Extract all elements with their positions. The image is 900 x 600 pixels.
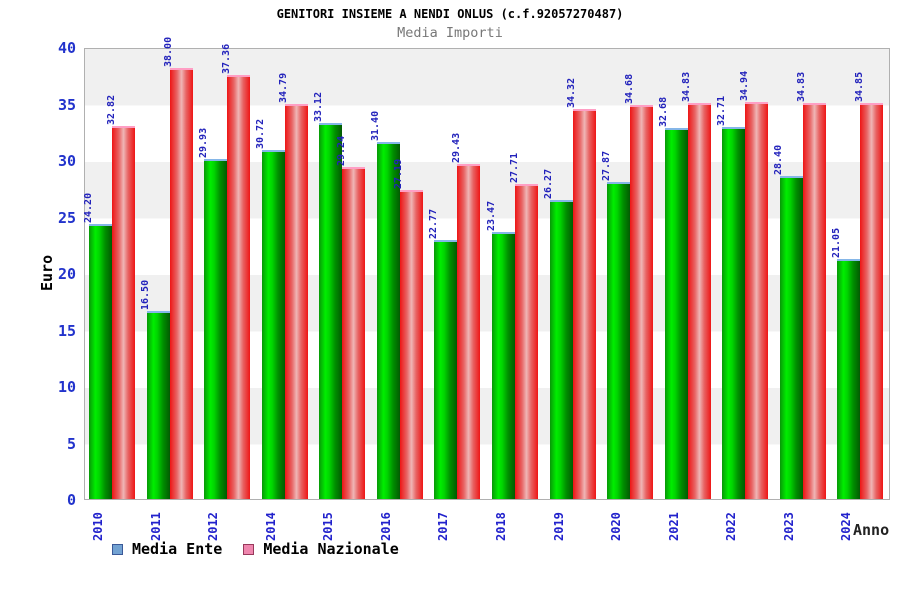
bar-media-nazionale <box>687 103 711 499</box>
x-axis-year-label: 2024 <box>839 512 854 541</box>
chart-subtitle: Media Importi <box>397 25 503 41</box>
legend-item-media-nazionale: Media Nazionale <box>243 540 399 558</box>
y-axis-tick-label: 20 <box>57 265 76 283</box>
bar-media-ente <box>837 259 861 499</box>
x-axis-year-label: 2017 <box>436 512 451 541</box>
bar-value-label: 32.82 <box>105 95 117 126</box>
y-axis-tick-label: 10 <box>57 378 76 396</box>
bar-value-label: 21.05 <box>830 228 842 259</box>
x-axis-year-label: 2012 <box>206 512 221 541</box>
y-axis-tick-label: 40 <box>57 39 76 57</box>
y-axis-tick-label: 5 <box>66 434 76 453</box>
x-axis-year-label: 2011 <box>148 512 163 541</box>
bar-media-nazionale <box>399 189 423 499</box>
bar-value-label: 28.40 <box>773 144 785 176</box>
bar-media-nazionale <box>227 74 251 499</box>
legend-label-media-ente: Media Ente <box>132 540 223 558</box>
x-axis-year-label: 2023 <box>781 512 796 541</box>
bar-value-label: 16.50 <box>140 279 152 310</box>
x-axis-year-label: 2021 <box>666 512 681 541</box>
bar-value-label: 31.40 <box>370 111 382 142</box>
bar-media-nazionale <box>860 103 884 499</box>
x-axis-year-label: 2020 <box>609 512 624 541</box>
bar-value-label: 27.19 <box>393 158 405 189</box>
x-axis-year-label: 2018 <box>494 512 508 541</box>
bar-value-label: 22.77 <box>427 208 439 239</box>
legend: Media Ente Media Nazionale <box>112 540 399 558</box>
bar-value-label: 24.20 <box>82 192 94 223</box>
bar-value-label: 33.12 <box>312 91 324 122</box>
bar-media-nazionale <box>745 102 769 499</box>
bar-media-ente <box>89 223 112 499</box>
bar-value-label: 29.43 <box>450 133 462 164</box>
bar-media-nazionale <box>112 126 135 499</box>
bar-value-label: 32.71 <box>715 96 727 127</box>
bar-media-ente <box>434 239 458 499</box>
x-axis-title: Anno <box>853 521 890 539</box>
plot-area: 24.20 32.82 2010 16.50 38.00 2011 29.93 37.36 20… <box>82 37 890 541</box>
bar-media-ente <box>319 122 343 499</box>
bar-media-ente <box>204 158 228 499</box>
bar-media-ente <box>261 149 285 499</box>
legend-item-media-ente: Media Ente <box>112 540 222 558</box>
bar-media-nazionale <box>284 103 308 499</box>
bar-media-ente <box>664 127 688 499</box>
chart-title: GENITORI INSIEME A NENDI ONLUS (c.f.9205… <box>276 7 624 21</box>
bar-media-nazionale <box>802 103 826 499</box>
bar-value-label: 34.32 <box>566 78 578 109</box>
bar-value-label: 34.79 <box>278 72 290 103</box>
y-axis-tick-label: 25 <box>57 208 76 227</box>
bar-value-label: 32.68 <box>658 96 670 127</box>
bar-media-nazionale <box>169 67 193 499</box>
x-axis-year-label: 2010 <box>91 512 105 541</box>
bar-media-nazionale <box>515 183 538 499</box>
bar-media-ente <box>722 127 746 499</box>
bar-value-label: 34.83 <box>796 72 808 103</box>
bar-value-label: 23.47 <box>485 200 497 231</box>
bar-value-label: 27.71 <box>508 152 520 183</box>
bar-value-label: 26.27 <box>543 169 555 200</box>
bar-value-label: 29.24 <box>335 135 347 166</box>
y-axis-tick-label: 15 <box>57 321 76 340</box>
x-axis-year-label: 2016 <box>378 512 393 541</box>
x-axis-year-label: 2015 <box>321 512 336 541</box>
y-axis-tick-label: 35 <box>57 95 76 114</box>
bar-media-ente <box>607 182 631 499</box>
legend-label-media-nazionale: Media Nazionale <box>263 540 399 558</box>
bar-media-ente <box>549 200 573 499</box>
bar-media-ente <box>779 176 803 499</box>
bar-value-label: 30.72 <box>255 118 267 149</box>
bar-media-ente <box>146 310 170 499</box>
bar-media-nazionale <box>457 164 481 499</box>
bar-value-label: 27.87 <box>600 150 612 182</box>
x-axis-year-label: 2014 <box>263 512 278 541</box>
bar-media-nazionale <box>630 105 654 499</box>
bar-value-label: 29.93 <box>197 127 209 158</box>
x-axis-year-label: 2022 <box>724 512 739 541</box>
x-axis-year-label: 2019 <box>551 512 566 541</box>
legend-swatch-media-nazionale <box>243 543 255 555</box>
y-axis-tick-label: 0 <box>66 491 76 509</box>
bar-value-label: 34.85 <box>853 72 865 103</box>
bar-media-ente <box>492 231 515 499</box>
bar-value-label: 34.68 <box>623 74 635 105</box>
bar-value-label: 34.83 <box>681 72 693 103</box>
bar-value-label: 34.94 <box>738 71 750 102</box>
bar-media-nazionale <box>572 109 596 499</box>
bar-value-label: 37.36 <box>220 43 232 74</box>
bar-media-ente <box>376 142 400 499</box>
bar-value-label: 38.00 <box>163 36 175 67</box>
bar-media-nazionale <box>342 166 366 499</box>
y-axis-tick-label: 30 <box>57 152 76 170</box>
legend-swatch-media-ente <box>112 543 123 555</box>
